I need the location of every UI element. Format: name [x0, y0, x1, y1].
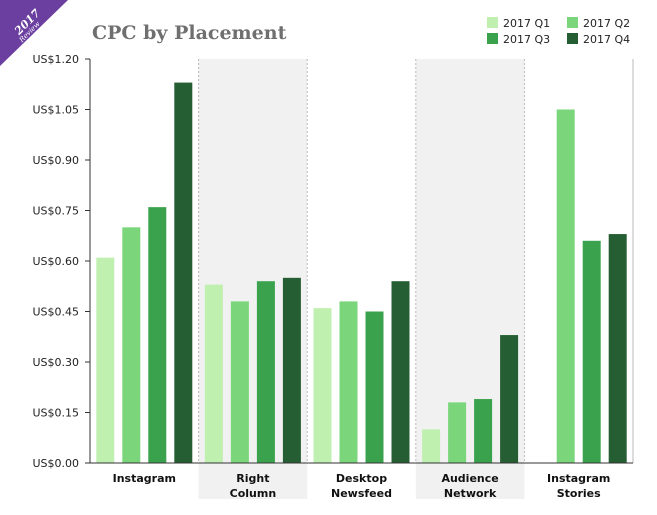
bar — [556, 109, 575, 463]
legend-label: 2017 Q2 — [583, 17, 630, 30]
bar — [474, 399, 493, 463]
x-tick-label: Instagram Stories — [547, 472, 610, 500]
bar — [339, 301, 358, 463]
x-tick-label: Audience Network — [441, 472, 498, 500]
x-tick-label: Instagram — [113, 472, 176, 485]
legend-swatch — [487, 33, 498, 44]
bar — [582, 240, 601, 463]
y-tick-label: US$0.00 — [32, 457, 79, 470]
bar — [422, 429, 441, 463]
gridlines — [89, 59, 634, 463]
bar — [204, 284, 223, 463]
legend-swatch — [487, 17, 498, 28]
y-tick-label: US$0.75 — [32, 205, 79, 218]
y-tick-label: US$1.05 — [32, 104, 79, 117]
bars — [96, 82, 627, 464]
chart-title: CPC by Placement — [92, 22, 287, 44]
y-tick-label: US$0.30 — [32, 356, 79, 369]
bar — [313, 308, 332, 463]
legend-swatch — [567, 33, 578, 44]
legend-label: 2017 Q4 — [583, 33, 630, 46]
y-tick-label: US$0.15 — [32, 407, 79, 420]
bar — [230, 301, 249, 463]
bar — [96, 257, 115, 463]
review-badge: 2017 Review — [0, 0, 68, 66]
bar — [282, 277, 301, 463]
legend-swatch — [567, 17, 578, 28]
y-tick-label: US$1.20 — [32, 53, 79, 66]
bar — [256, 281, 275, 463]
bar — [365, 311, 384, 463]
bar — [448, 402, 467, 463]
x-tick-label: Desktop Newsfeed — [331, 472, 392, 500]
legend-label: 2017 Q1 — [503, 17, 550, 30]
x-tick-label: Right Column — [230, 472, 277, 500]
y-tick-label: US$0.45 — [32, 306, 79, 319]
bar — [500, 335, 519, 463]
legend: 2017 Q1 2017 Q2 2017 Q3 2017 Q4 — [487, 17, 630, 46]
x-axis: Instagram Right Column Desktop Newsfeed Audie… — [90, 462, 633, 500]
bar — [122, 227, 141, 463]
y-tick-label: US$0.60 — [32, 255, 79, 268]
y-axis: US$0.00 US$0.15 US$0.30 US$0.45 US$0.60 US$0.… — [32, 53, 91, 470]
badge-ribbon — [0, 0, 68, 66]
y-tick-label: US$0.90 — [32, 154, 79, 167]
bar — [148, 207, 167, 463]
bar — [391, 281, 410, 463]
bar — [174, 82, 193, 464]
legend-label: 2017 Q3 — [503, 33, 550, 46]
bar — [608, 234, 627, 463]
